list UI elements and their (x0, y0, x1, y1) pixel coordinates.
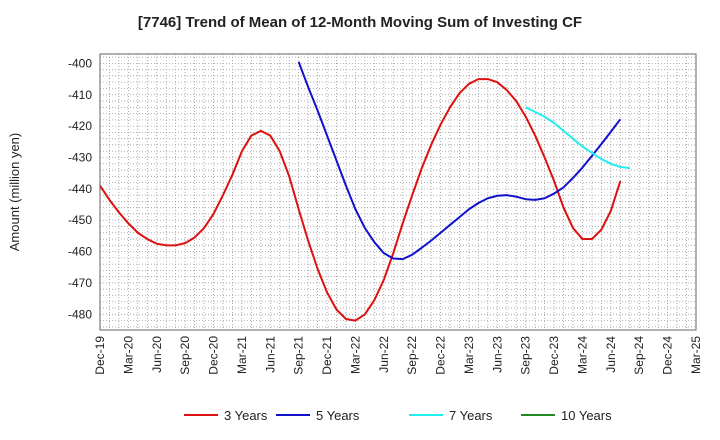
x-tick-label: Dec-24 (661, 336, 675, 375)
x-tick-label: Jun-23 (490, 336, 504, 373)
legend-label: 10 Years (561, 408, 612, 423)
y-tick-label: -420 (68, 119, 92, 133)
x-tick-label: Mar-20 (121, 336, 135, 374)
x-tick-label: Jun-20 (150, 336, 164, 373)
x-tick-label: Mar-23 (462, 336, 476, 374)
plot-background (100, 54, 696, 330)
x-tick-label: Sep-24 (632, 336, 646, 375)
y-tick-label: -400 (68, 56, 92, 70)
legend: 3 Years 5 Years 7 Years 10 Years (184, 408, 612, 423)
legend-label: 7 Years (449, 408, 493, 423)
series-line-5-years (297, 61, 622, 261)
y-tick-label: -450 (68, 213, 92, 227)
x-tick-label: Dec-22 (434, 336, 448, 375)
y-axis-label: Amount (million yen) (7, 133, 22, 252)
x-tick-label: Sep-23 (519, 336, 533, 375)
y-tick-label: -460 (68, 245, 92, 259)
x-tick-label: Dec-19 (93, 336, 107, 375)
series-line-7-years (525, 106, 630, 170)
x-tick-label: Mar-21 (235, 336, 249, 374)
x-axis-ticks: Dec-19 Mar-20 Jun-20 Sep-20 Dec-20 Mar-21 Jun-… (93, 336, 703, 375)
x-tick-label: Mar-24 (575, 336, 589, 374)
x-tick-label: Jun-21 (263, 336, 277, 373)
chart-title: [7746] Trend of Mean of 12-Month Moving … (138, 14, 582, 31)
y-tick-label: -410 (68, 88, 92, 102)
grid (100, 54, 696, 330)
x-tick-label: Dec-20 (207, 336, 221, 375)
x-tick-label: Sep-22 (405, 336, 419, 375)
y-tick-label: -430 (68, 151, 92, 165)
x-tick-label: Jun-22 (377, 336, 391, 373)
legend-label: 3 Years (224, 408, 268, 423)
y-axis-ticks: -400 -410 -420 -430 -440 -450 -460 -470 -480 (68, 56, 92, 321)
x-tick-label: Dec-23 (547, 336, 561, 375)
plot-frame (99, 53, 697, 331)
x-tick-label: Sep-20 (178, 336, 192, 375)
x-tick-label: Mar-22 (348, 336, 362, 374)
x-tick-label: Sep-21 (292, 336, 306, 375)
x-tick-label: Mar-25 (689, 336, 703, 374)
x-tick-label: Dec-21 (320, 336, 334, 375)
y-tick-label: -470 (68, 276, 92, 290)
legend-label: 5 Years (316, 408, 360, 423)
y-tick-label: -480 (68, 307, 92, 321)
series-line-3-years (99, 78, 622, 322)
series-layer (99, 61, 630, 322)
x-tick-label: Jun-24 (604, 336, 618, 373)
y-tick-label: -440 (68, 182, 92, 196)
